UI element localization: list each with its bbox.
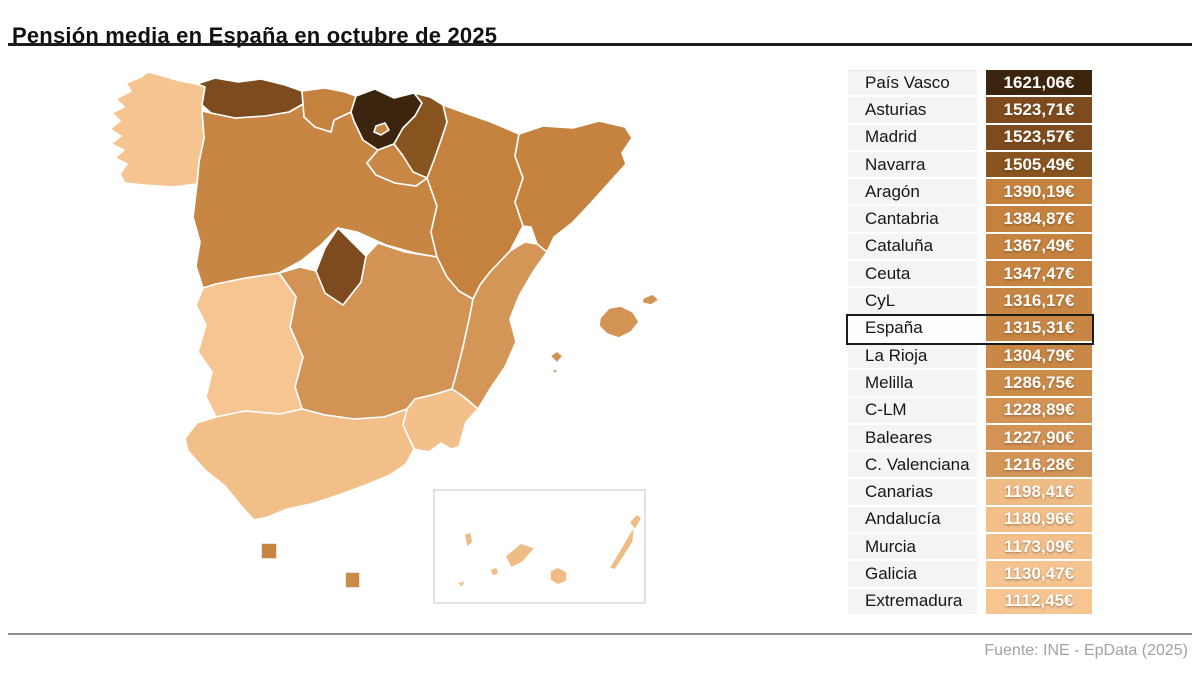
region-value: 1180,96€: [986, 506, 1092, 535]
table-row-galicia: Galicia 1130,47€: [848, 561, 1092, 589]
map-region-baleares-ibiza[interactable]: [549, 350, 564, 364]
region-value: 1523,71€: [986, 97, 1092, 125]
map-enclave-trevino[interactable]: [373, 122, 390, 136]
table-row-extremadura: Extremadura 1112,45€: [848, 588, 1092, 616]
map-region-melilla[interactable]: [344, 571, 361, 589]
table-row-murcia: Murcia 1173,09€: [848, 534, 1092, 562]
region-value: 1227,90€: [986, 424, 1092, 453]
table-row-melilla: Melilla 1286,75€: [848, 370, 1092, 398]
pension-table: País Vasco 1621,06€ Asturias 1523,71€ Ma…: [846, 70, 1094, 616]
map-region-canarias-fuerteventura[interactable]: [608, 525, 636, 571]
region-name: Galicia: [848, 561, 977, 589]
table-row-cantabria: Cantabria 1384,87€: [848, 206, 1092, 234]
spain-map-svg: [109, 71, 660, 604]
map-region-cataluna[interactable]: [514, 120, 633, 253]
region-value: 1198,41€: [986, 479, 1092, 507]
footer-rule: [8, 633, 1192, 635]
table-row-pais-vasco: País Vasco 1621,06€: [848, 70, 1092, 98]
table-row-la-rioja: La Rioja 1304,79€: [848, 342, 1092, 371]
table-row-aragon: Aragón 1390,19€: [848, 179, 1092, 207]
region-name: Andalucía: [848, 506, 977, 535]
spain-choropleth-map: [85, 55, 685, 617]
map-region-asturias[interactable]: [196, 77, 304, 119]
map-region-galicia[interactable]: [109, 71, 206, 188]
region-value: 1523,57€: [986, 124, 1092, 152]
region-value: 1505,49€: [986, 151, 1092, 180]
region-name: C. Valenciana: [848, 452, 977, 480]
table-row-ceuta: Ceuta 1347,47€: [848, 261, 1092, 289]
region-name: La Rioja: [848, 342, 977, 371]
region-name: Aragón: [848, 179, 977, 207]
region-name: Murcia: [848, 534, 977, 562]
map-region-madrid[interactable]: [315, 227, 367, 306]
source-credit: Fuente: INE - EpData (2025): [984, 642, 1188, 659]
region-name: Navarra: [848, 151, 977, 180]
title-rule: [8, 43, 1192, 46]
region-value: 1173,09€: [986, 534, 1092, 562]
region-name: Cataluña: [848, 233, 977, 262]
region-name: País Vasco: [848, 70, 977, 98]
table-row-clm: C-LM 1228,89€: [848, 397, 1092, 425]
map-region-andalucia[interactable]: [184, 408, 415, 521]
region-value: 1347,47€: [986, 261, 1092, 289]
table-row-baleares: Baleares 1227,90€: [848, 424, 1092, 453]
map-region-baleares-menorca[interactable]: [641, 293, 660, 306]
map-region-cantabria[interactable]: [301, 87, 357, 133]
map-region-baleares-mallorca[interactable]: [598, 305, 640, 339]
region-value: 1315,31€: [986, 315, 1092, 343]
region-value: 1286,75€: [986, 370, 1092, 398]
region-name: Baleares: [848, 424, 977, 453]
table-row-valenciana: C. Valenciana 1216,28€: [848, 452, 1092, 480]
table-row-asturias: Asturias 1523,71€: [848, 97, 1092, 125]
map-region-canarias-el-hierro[interactable]: [456, 579, 467, 589]
region-value: 1367,49€: [986, 233, 1092, 262]
table-row-navarra: Navarra 1505,49€: [848, 151, 1092, 180]
region-value: 1228,89€: [986, 397, 1092, 425]
region-name: Asturias: [848, 97, 977, 125]
region-name: Cantabria: [848, 206, 977, 234]
map-region-canarias-lanzarote[interactable]: [628, 513, 643, 531]
table-row-cataluna: Cataluña 1367,49€: [848, 233, 1092, 262]
region-name: Madrid: [848, 124, 977, 152]
region-name: Melilla: [848, 370, 977, 398]
region-name: Canarias: [848, 479, 977, 507]
table-row-andalucia: Andalucía 1180,96€: [848, 506, 1092, 535]
region-name: C-LM: [848, 397, 977, 425]
region-name: Ceuta: [848, 261, 977, 289]
map-region-murcia[interactable]: [402, 388, 479, 453]
region-value: 1216,28€: [986, 452, 1092, 480]
canarias-inset-box: [433, 489, 646, 604]
table-row-canarias: Canarias 1198,41€: [848, 479, 1092, 507]
region-value: 1621,06€: [986, 70, 1092, 98]
map-region-ceuta[interactable]: [260, 542, 278, 560]
region-value: 1304,79€: [986, 342, 1092, 371]
map-region-baleares-formentera[interactable]: [550, 368, 560, 375]
table-row-espana: España 1315,31€: [846, 313, 1094, 345]
region-value: 1316,17€: [986, 288, 1092, 316]
region-name: España: [848, 315, 977, 343]
table-row-madrid: Madrid 1523,57€: [848, 124, 1092, 152]
map-region-canarias-tenerife[interactable]: [504, 542, 536, 569]
map-region-canarias-la-gomera[interactable]: [489, 566, 500, 577]
table-row-cyl: CyL 1316,17€: [848, 288, 1092, 316]
map-region-canarias-gran-canaria[interactable]: [549, 566, 568, 586]
map-region-extremadura[interactable]: [195, 272, 304, 418]
region-value: 1130,47€: [986, 561, 1092, 589]
region-value: 1112,45€: [986, 588, 1092, 616]
region-value: 1384,87€: [986, 206, 1092, 234]
map-region-la-rioja[interactable]: [366, 143, 428, 187]
region-name: CyL: [848, 288, 977, 316]
region-name: Extremadura: [848, 588, 977, 616]
region-value: 1390,19€: [986, 179, 1092, 207]
map-region-canarias-la-palma[interactable]: [463, 531, 474, 549]
